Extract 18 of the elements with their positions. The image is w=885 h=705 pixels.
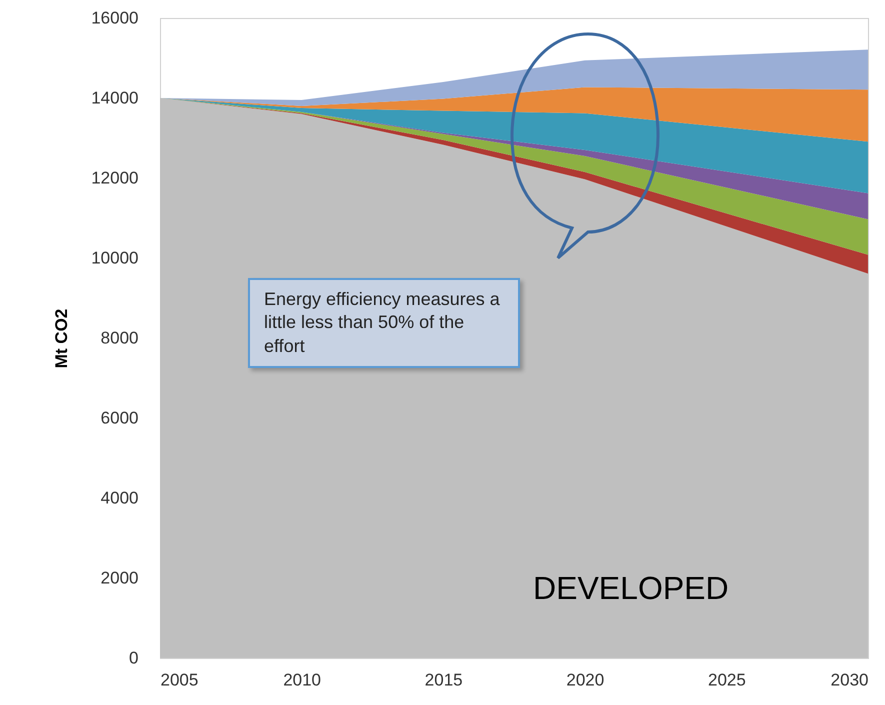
y-tick-label: 4000 bbox=[100, 488, 138, 508]
annotation: DEVELOPED bbox=[533, 570, 729, 607]
y-tick-label: 0 bbox=[129, 648, 138, 668]
x-tick-label: 2020 bbox=[566, 670, 604, 690]
y-tick-label: 2000 bbox=[100, 568, 138, 588]
x-tick-label: 2030 bbox=[830, 670, 868, 690]
y-tick-label: 8000 bbox=[100, 328, 138, 348]
x-tick-label: 2015 bbox=[424, 670, 463, 690]
annotation: Energy efficiency measures a little less than 50% of the effort bbox=[248, 278, 520, 368]
x-tick-label: 2025 bbox=[708, 670, 746, 690]
y-tick-label: 16000 bbox=[91, 8, 138, 28]
x-tick-label: 2010 bbox=[283, 670, 322, 690]
y-axis-title: Mt CO2 bbox=[52, 308, 72, 368]
y-tick-label: 12000 bbox=[91, 168, 138, 188]
y-tick-label: 14000 bbox=[91, 88, 138, 108]
y-tick-label: 10000 bbox=[91, 248, 138, 268]
x-tick-label: 2005 bbox=[160, 670, 198, 690]
y-tick-label: 6000 bbox=[100, 408, 138, 428]
